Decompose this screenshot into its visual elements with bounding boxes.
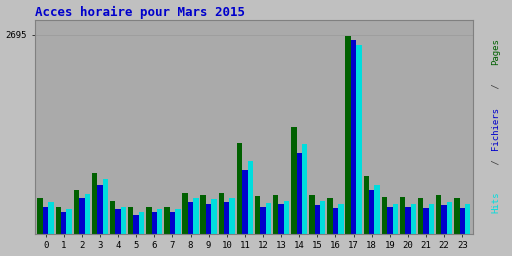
Bar: [387, 207, 393, 234]
Bar: [48, 202, 54, 234]
Bar: [296, 153, 302, 234]
Text: /: /: [491, 83, 500, 94]
Bar: [237, 143, 242, 234]
Bar: [248, 162, 253, 234]
Bar: [201, 195, 206, 234]
Bar: [110, 201, 115, 234]
Bar: [423, 208, 429, 234]
Bar: [333, 208, 338, 234]
Bar: [224, 202, 229, 234]
Bar: [115, 209, 121, 234]
Bar: [393, 204, 398, 234]
Bar: [356, 45, 362, 234]
Bar: [92, 173, 97, 234]
Bar: [273, 195, 279, 234]
Bar: [374, 185, 380, 234]
Bar: [447, 202, 452, 234]
Bar: [43, 207, 48, 234]
Bar: [193, 198, 199, 234]
Bar: [291, 127, 296, 234]
Bar: [320, 201, 326, 234]
Bar: [188, 202, 193, 234]
Bar: [260, 207, 266, 234]
Bar: [219, 193, 224, 234]
Bar: [454, 198, 460, 234]
Text: Fichiers: Fichiers: [491, 106, 500, 150]
Bar: [55, 207, 61, 234]
Bar: [338, 204, 344, 234]
Text: Acces horaire pour Mars 2015: Acces horaire pour Mars 2015: [35, 6, 245, 19]
Bar: [79, 198, 84, 234]
Bar: [418, 198, 423, 234]
Bar: [351, 40, 356, 234]
Text: Hits: Hits: [491, 191, 500, 213]
Bar: [441, 205, 447, 234]
Bar: [327, 198, 333, 234]
Bar: [460, 208, 465, 234]
Text: /: /: [491, 160, 500, 170]
Bar: [121, 207, 126, 234]
Bar: [284, 201, 289, 234]
Bar: [229, 198, 235, 234]
Bar: [61, 212, 67, 234]
Bar: [266, 203, 271, 234]
Bar: [157, 209, 162, 234]
Bar: [405, 207, 411, 234]
Bar: [436, 195, 441, 234]
Bar: [465, 204, 471, 234]
Bar: [400, 197, 405, 234]
Bar: [37, 198, 43, 234]
Bar: [369, 190, 374, 234]
Bar: [139, 212, 144, 234]
Bar: [175, 209, 181, 234]
Text: Pages: Pages: [491, 38, 500, 65]
Bar: [102, 179, 108, 234]
Bar: [242, 170, 248, 234]
Bar: [315, 205, 320, 234]
Bar: [346, 36, 351, 234]
Bar: [309, 195, 315, 234]
Bar: [364, 176, 369, 234]
Bar: [146, 207, 152, 234]
Bar: [429, 204, 434, 234]
Bar: [84, 194, 90, 234]
Bar: [169, 212, 175, 234]
Bar: [152, 212, 157, 234]
Bar: [302, 144, 307, 234]
Bar: [182, 193, 188, 234]
Bar: [211, 199, 217, 234]
Bar: [67, 209, 72, 234]
Bar: [134, 215, 139, 234]
Bar: [128, 207, 134, 234]
Bar: [411, 204, 416, 234]
Bar: [97, 185, 102, 234]
Bar: [381, 197, 387, 234]
Bar: [279, 204, 284, 234]
Bar: [255, 196, 260, 234]
Bar: [164, 207, 169, 234]
Bar: [74, 189, 79, 234]
Bar: [206, 204, 211, 234]
